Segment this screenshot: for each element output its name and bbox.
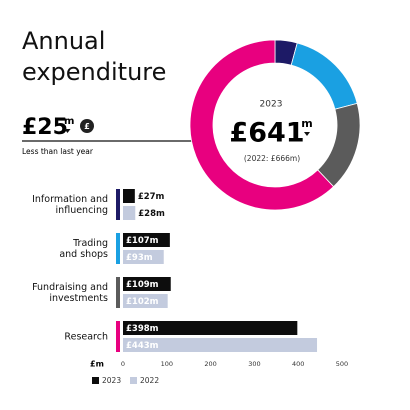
down-arrow	[64, 129, 71, 133]
icon-glyph: £	[84, 122, 90, 131]
value-label: £443m	[126, 341, 159, 351]
down-arrow	[304, 132, 310, 136]
value-label: £102m	[126, 297, 159, 307]
x-axis-label: £m	[90, 360, 104, 369]
summary-amount: £25	[22, 115, 68, 140]
bar	[123, 206, 136, 220]
donut-unit: m	[301, 117, 312, 130]
title: Annual expenditure	[22, 27, 167, 86]
donut-segment	[189, 39, 335, 211]
donut-segment	[317, 102, 361, 188]
bar	[123, 338, 318, 352]
value-label: £398m	[126, 324, 159, 334]
summary-note: Less than last year	[22, 147, 94, 156]
icon	[80, 119, 94, 133]
category-marker	[116, 277, 120, 308]
value-label: £28m	[138, 209, 165, 219]
donut-comparison: (2022: £666m)	[244, 154, 300, 163]
bar	[123, 321, 298, 335]
category-label: Information and influencing	[32, 194, 108, 216]
value-label: £27m	[138, 192, 165, 202]
x-tick-label: 200	[204, 360, 216, 368]
donut	[189, 39, 361, 211]
x-tick-label: 0	[121, 360, 125, 368]
bar	[123, 294, 168, 308]
bar	[123, 277, 171, 291]
legend-swatch	[92, 377, 99, 384]
category-marker	[116, 189, 120, 220]
category-label: Research	[64, 331, 108, 343]
x-tick-label: 100	[161, 360, 173, 368]
value-label: £93m	[126, 253, 153, 263]
legend-swatch	[130, 377, 137, 384]
x-tick-label: 300	[248, 360, 260, 368]
category-label: Fundraising and investments	[32, 282, 108, 304]
category-marker	[116, 233, 120, 264]
category-label: Trading and shops	[59, 238, 108, 260]
summary-unit: m	[64, 116, 74, 127]
donut-segment	[290, 42, 358, 110]
value-label: £109m	[126, 280, 159, 290]
legend-label: 2022	[140, 376, 159, 385]
donut-total: £641	[229, 118, 304, 149]
bar	[123, 233, 170, 247]
value-label: £107m	[126, 236, 159, 246]
donut-year: 2023	[260, 100, 283, 110]
x-tick-label: 400	[292, 360, 304, 368]
legend-label: 2023	[102, 376, 121, 385]
bar	[123, 189, 135, 203]
bar	[123, 250, 164, 264]
bar-chart: £27m £28m £107m £93m £109m £102m £398m £443m 0 10…	[90, 189, 348, 385]
category-marker	[116, 321, 120, 352]
x-tick-label: 500	[336, 360, 348, 368]
